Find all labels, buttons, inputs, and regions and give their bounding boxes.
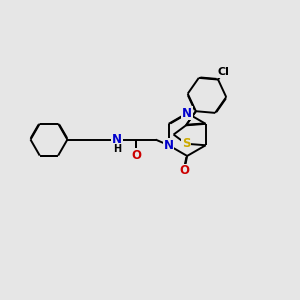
Text: O: O <box>179 164 189 177</box>
Text: H: H <box>113 143 121 154</box>
Text: Cl: Cl <box>217 67 229 77</box>
Text: N: N <box>112 133 122 146</box>
Text: N: N <box>164 139 174 152</box>
Text: N: N <box>182 106 192 120</box>
Text: S: S <box>182 137 190 150</box>
Text: O: O <box>131 148 141 162</box>
